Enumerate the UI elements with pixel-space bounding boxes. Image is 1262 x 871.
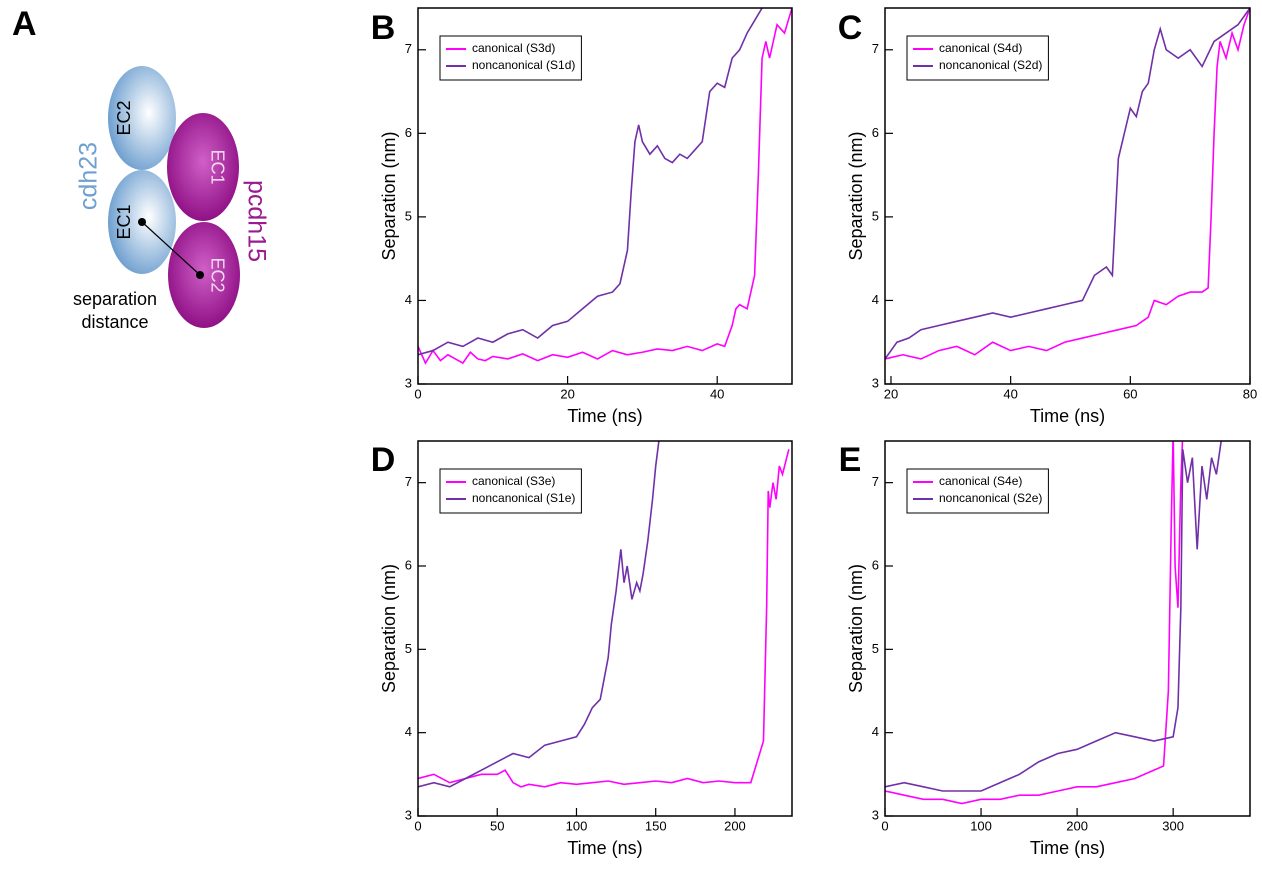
series-line — [885, 8, 1250, 360]
legend: canonical (S3e) noncanonical (S1e) — [439, 468, 582, 514]
series-line — [418, 8, 792, 365]
y-axis-title: Separation (nm) — [846, 131, 866, 260]
x-axis-title: Time (ns) — [567, 838, 642, 858]
legend: canonical (S4d) noncanonical (S2d) — [906, 35, 1049, 81]
legend-label: canonical (S4d) — [939, 41, 1022, 55]
y-tick-label: 6 — [405, 557, 412, 572]
y-tick-label: 7 — [405, 41, 412, 56]
y-tick-label: 5 — [405, 208, 412, 223]
domain-label: EC1 — [207, 149, 227, 184]
plot-frame — [417, 7, 793, 385]
y-tick-label: 5 — [872, 641, 879, 656]
x-tick-label: 40 — [1003, 386, 1017, 401]
y-tick-label: 6 — [405, 125, 412, 140]
series-line — [885, 441, 1184, 805]
x-tick-label: 0 — [881, 818, 888, 833]
x-axis-title: Time (ns) — [1030, 406, 1105, 426]
legend-box — [906, 35, 1049, 81]
domain-label: EC1 — [114, 204, 134, 239]
y-tick-label: 3 — [872, 807, 879, 822]
diagram: A EC2 EC1 EC1 EC2 cdh23 pcdh15 separatio… — [12, 5, 270, 332]
x-tick-label: 150 — [645, 818, 667, 833]
legend-label: noncanonical (S2d) — [939, 58, 1042, 72]
legend-label: noncanonical (S2e) — [939, 491, 1042, 505]
legend-label: canonical (S3d) — [472, 41, 555, 55]
y-tick-label: 4 — [872, 724, 879, 739]
legend-label: canonical (S3e) — [472, 474, 555, 488]
x-tick-label: 0 — [414, 386, 421, 401]
x-tick-label: 20 — [560, 386, 574, 401]
domain-label: EC2 — [207, 257, 227, 292]
y-axis-title: Separation (nm) — [379, 564, 399, 693]
domain-label: EC2 — [114, 100, 134, 135]
plot-frame — [884, 440, 1251, 817]
y-axis-title: Separation (nm) — [379, 131, 399, 260]
y-axis-title: Separation (nm) — [846, 564, 866, 693]
caption: distance — [81, 312, 148, 332]
x-tick-label: 20 — [884, 386, 898, 401]
series-line — [885, 441, 1222, 792]
plot-frame — [884, 7, 1251, 385]
x-tick-label: 0 — [414, 818, 421, 833]
y-tick-label: 7 — [872, 474, 879, 489]
x-tick-label: 80 — [1243, 386, 1257, 401]
panel-label: D — [371, 441, 396, 479]
x-tick-label: 200 — [1066, 818, 1088, 833]
y-tick-label: 3 — [872, 375, 879, 390]
panel-label: C — [838, 9, 863, 47]
y-tick-label: 7 — [872, 41, 879, 56]
legend-box — [439, 35, 582, 81]
chart-panel: D 0 50 100 150 200 3 4 5 6 7 Time (ns) Separation (n… — [371, 440, 793, 858]
y-tick-label: 3 — [405, 807, 412, 822]
y-tick-label: 5 — [405, 641, 412, 656]
panel-label: A — [12, 5, 37, 43]
x-tick-label: 300 — [1162, 818, 1184, 833]
legend: canonical (S3d) noncanonical (S1d) — [439, 35, 582, 81]
x-tick-label: 200 — [724, 818, 746, 833]
x-axis-title: Time (ns) — [567, 406, 642, 426]
chart-panel: E 0 100 200 300 3 4 5 6 7 Time (ns) Separation (nm)… — [839, 440, 1251, 858]
series-line — [885, 8, 1250, 360]
anchor-dot — [196, 271, 204, 279]
plot-frame — [417, 440, 793, 817]
x-tick-label: 50 — [490, 818, 504, 833]
chart-panel: B 0 20 40 3 4 5 6 7 Time (ns) Separation (nm) canon… — [371, 7, 793, 426]
y-tick-label: 5 — [872, 208, 879, 223]
y-tick-label: 7 — [405, 474, 412, 489]
protein-label: pcdh15 — [242, 180, 270, 262]
x-axis-title: Time (ns) — [1030, 838, 1105, 858]
legend: canonical (S4e) noncanonical (S2e) — [906, 468, 1049, 514]
legend-label: canonical (S4e) — [939, 474, 1022, 488]
legend-label: noncanonical (S1e) — [472, 491, 575, 505]
protein-label: cdh23 — [75, 142, 103, 210]
x-tick-label: 60 — [1123, 386, 1137, 401]
y-tick-label: 4 — [872, 292, 879, 307]
chart-panel: C 20 40 60 80 3 4 5 6 7 Time (ns) Separation (nm) ca… — [838, 7, 1257, 426]
x-tick-label: 100 — [970, 818, 992, 833]
series-line — [418, 441, 660, 788]
y-tick-label: 4 — [405, 292, 412, 307]
domain-ellipse — [108, 66, 176, 170]
series-line — [418, 8, 764, 356]
x-tick-label: 40 — [710, 386, 724, 401]
anchor-dot — [138, 218, 146, 226]
caption: separation — [73, 289, 157, 309]
panel-label: E — [839, 441, 862, 479]
legend-label: noncanonical (S1d) — [472, 58, 575, 72]
y-tick-label: 3 — [405, 375, 412, 390]
y-tick-label: 6 — [872, 125, 879, 140]
x-tick-label: 100 — [566, 818, 588, 833]
legend-box — [439, 468, 582, 514]
y-tick-label: 4 — [405, 724, 412, 739]
series-line — [418, 449, 790, 788]
panel-label: B — [371, 9, 396, 47]
separation-line — [141, 221, 201, 276]
domain-ellipse — [167, 113, 239, 221]
y-tick-label: 6 — [872, 557, 879, 572]
legend-box — [906, 468, 1049, 514]
